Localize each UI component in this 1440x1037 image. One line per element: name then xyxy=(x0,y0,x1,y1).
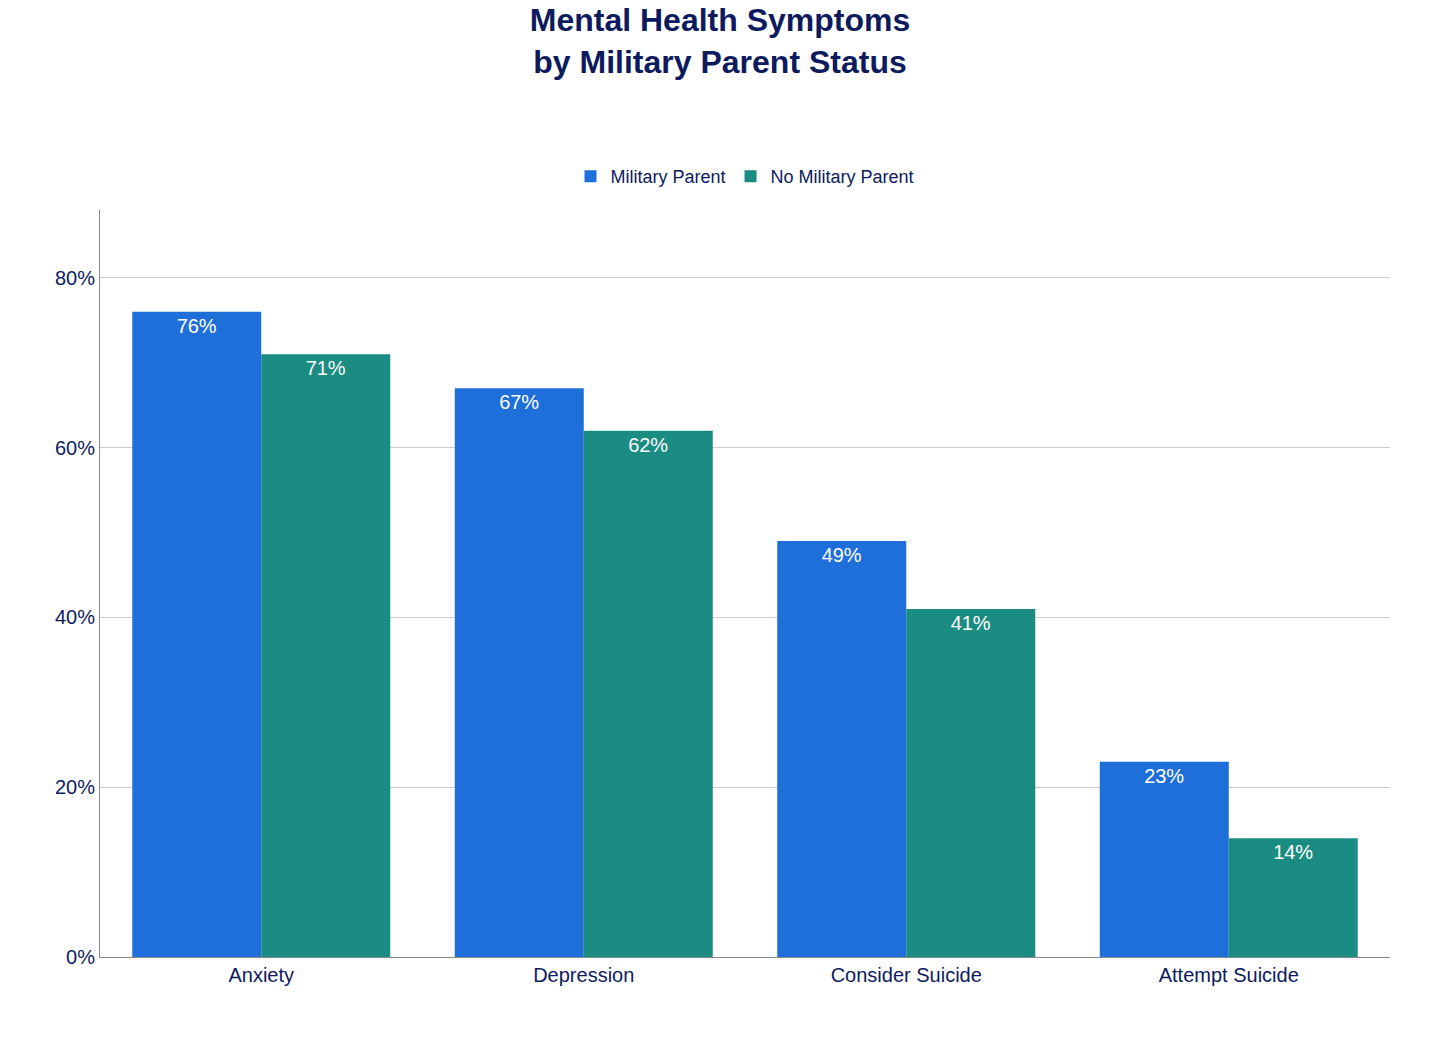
svg-text:Military Parent: Military Parent xyxy=(611,167,726,187)
svg-text:Mental Health Symptomsby Milit: Mental Health Symptomsby Military Parent… xyxy=(530,2,911,80)
svg-text:23%: 23% xyxy=(1144,765,1184,787)
svg-text:20%: 20% xyxy=(55,776,95,798)
svg-text:80%: 80% xyxy=(55,267,95,289)
svg-text:60%: 60% xyxy=(55,437,95,459)
svg-text:40%: 40% xyxy=(55,606,95,628)
svg-text:Depression: Depression xyxy=(533,964,634,986)
svg-text:Consider Suicide: Consider Suicide xyxy=(831,964,982,986)
svg-text:62%: 62% xyxy=(628,434,668,456)
svg-text:49%: 49% xyxy=(822,544,862,566)
svg-text:No Military Parent: No Military Parent xyxy=(771,167,914,187)
svg-text:76%: 76% xyxy=(177,315,217,337)
svg-text:67%: 67% xyxy=(499,391,539,413)
svg-text:Attempt Suicide: Attempt Suicide xyxy=(1159,964,1299,986)
svg-text:0%: 0% xyxy=(66,946,95,968)
svg-text:71%: 71% xyxy=(306,357,346,379)
svg-text:14%: 14% xyxy=(1273,841,1313,863)
svg-text:41%: 41% xyxy=(951,612,991,634)
svg-text:Anxiety: Anxiety xyxy=(228,964,294,986)
